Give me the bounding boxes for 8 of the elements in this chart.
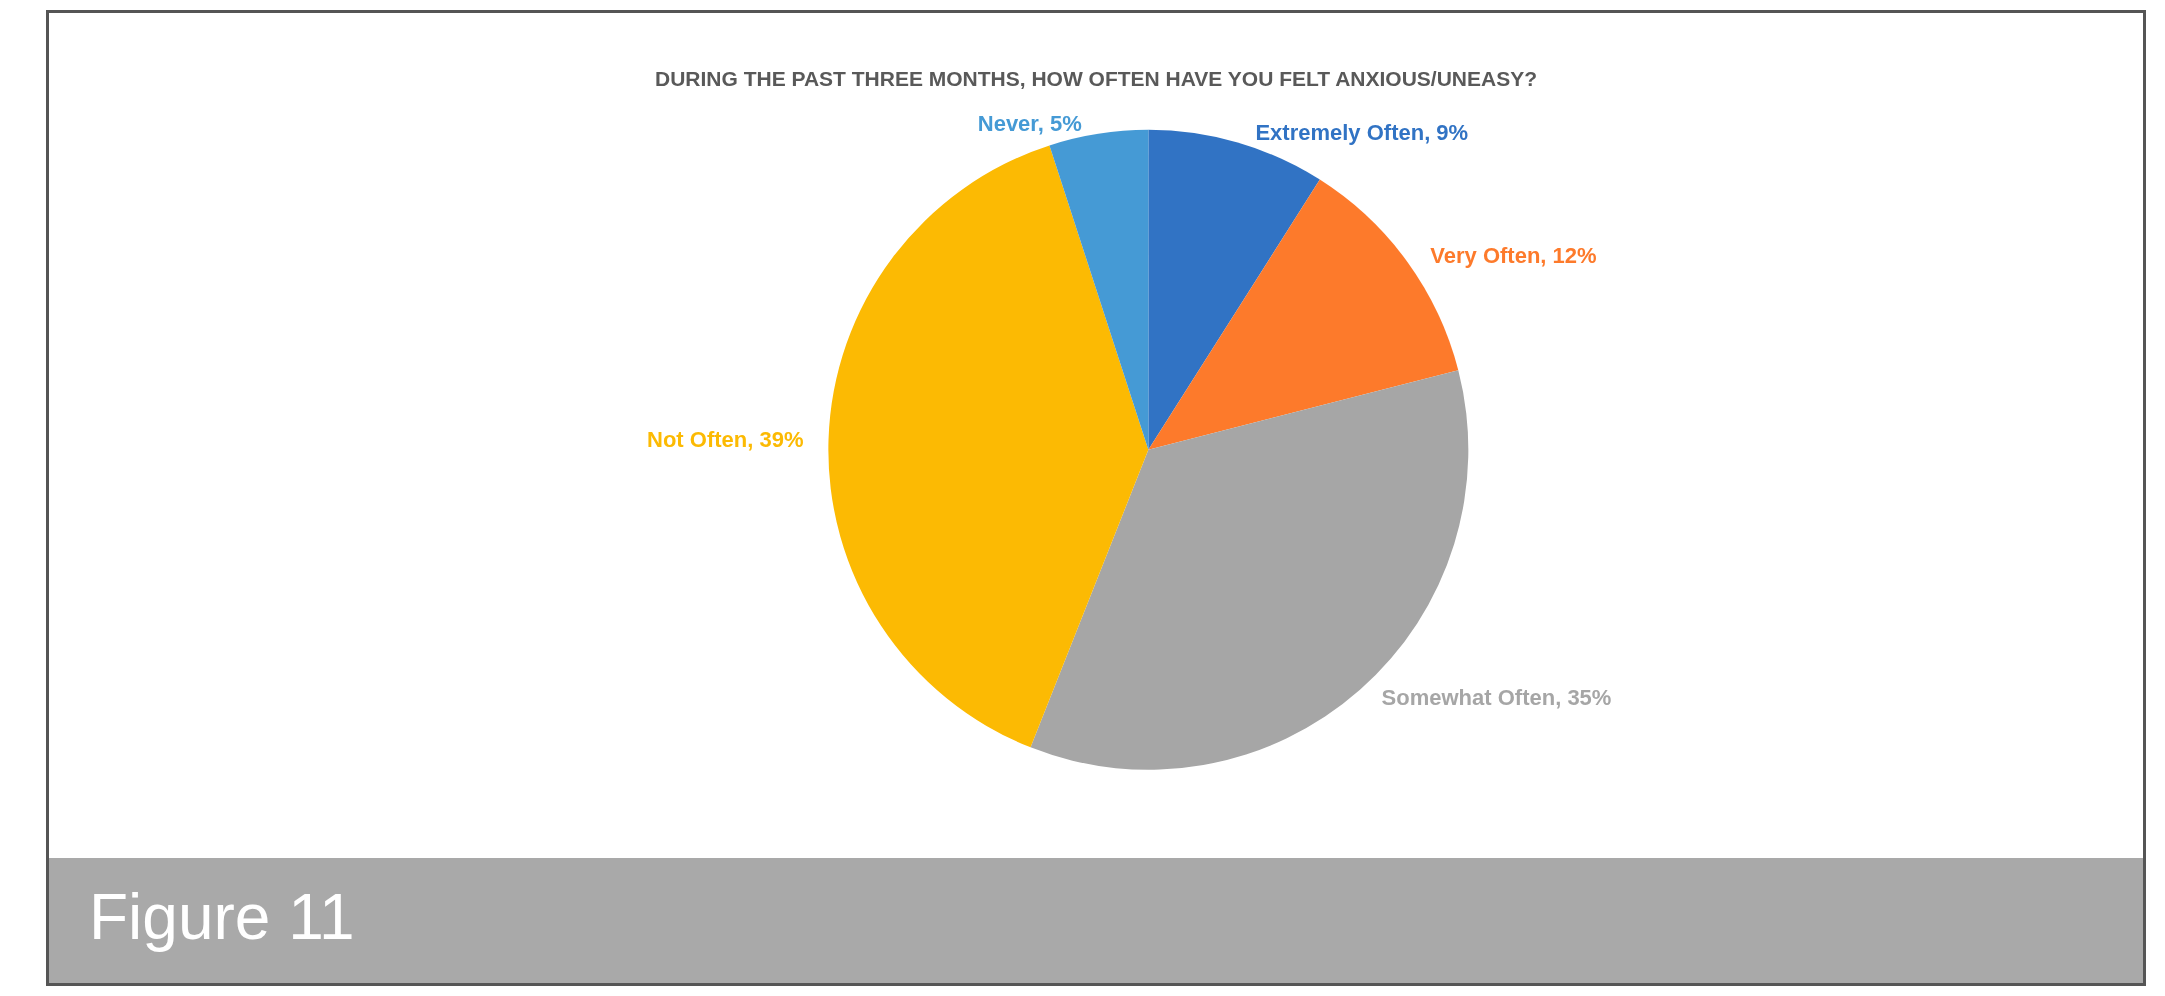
chart-title: DURING THE PAST THREE MONTHS, HOW OFTEN HAVE YOU FELT ANXIOUS/UNEASY? bbox=[654, 67, 1538, 90]
caption-panel: Figure 11 bbox=[49, 858, 2143, 983]
slice-label: Not Often, 39% bbox=[647, 426, 804, 452]
caption: Figure 11 bbox=[89, 880, 355, 954]
slice-label: Very Often, 12% bbox=[1430, 243, 1597, 269]
slice-label: Extremely Often, 9% bbox=[1255, 120, 1469, 146]
slice-label: Somewhat Often, 35% bbox=[1381, 684, 1612, 710]
slice-label: Never, 5% bbox=[977, 111, 1082, 137]
